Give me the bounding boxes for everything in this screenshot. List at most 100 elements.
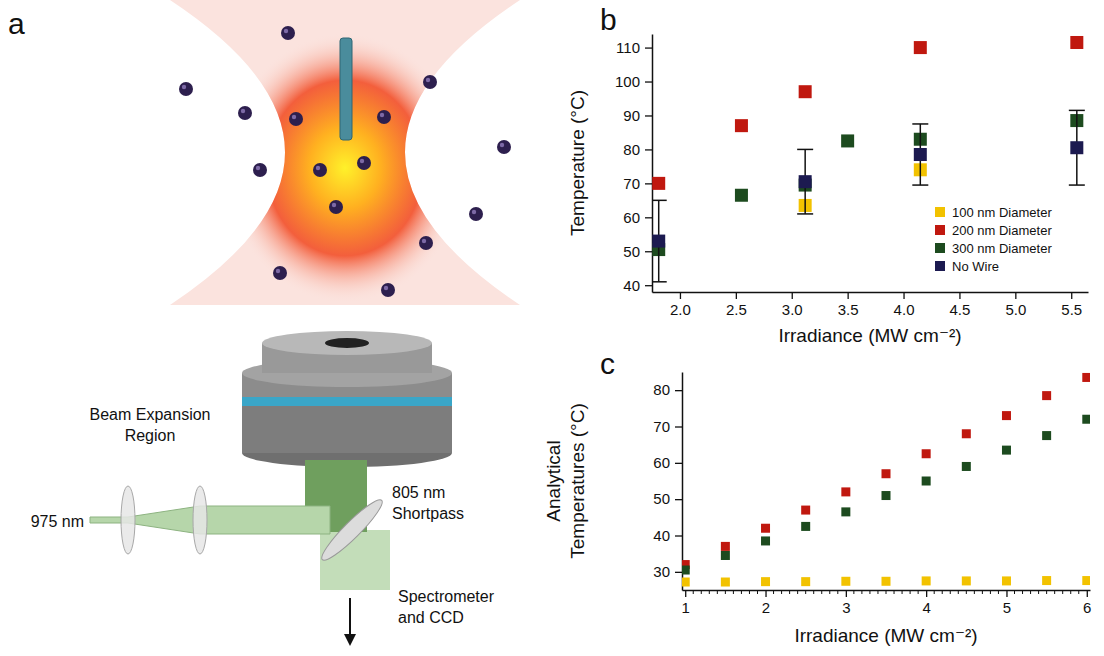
point bbox=[761, 577, 770, 586]
tick-label: 3.0 bbox=[782, 301, 803, 318]
particle bbox=[281, 26, 295, 40]
point bbox=[882, 469, 891, 478]
tick-mark bbox=[685, 590, 686, 597]
particle-highlight bbox=[292, 115, 296, 119]
point bbox=[652, 177, 665, 190]
tick: 80 bbox=[623, 141, 652, 158]
error-cap bbox=[1069, 184, 1085, 186]
tick-mark bbox=[847, 292, 848, 299]
tick-label: 5.5 bbox=[1061, 301, 1082, 318]
particle bbox=[469, 207, 483, 221]
particle bbox=[179, 82, 193, 96]
tick-label: 5 bbox=[1003, 599, 1011, 616]
series bbox=[799, 163, 927, 212]
particle-highlight bbox=[472, 210, 476, 214]
label: 975 nm bbox=[31, 513, 84, 530]
particle-highlight bbox=[276, 269, 280, 273]
legend-label: 300 nm Diameter bbox=[952, 241, 1052, 256]
tick-label: 60 bbox=[623, 209, 640, 226]
label: and CCD bbox=[398, 609, 464, 626]
point bbox=[841, 487, 850, 496]
point bbox=[922, 449, 931, 458]
series bbox=[652, 36, 1083, 190]
particle-highlight bbox=[316, 166, 320, 170]
point bbox=[801, 522, 810, 531]
tick-mark bbox=[1006, 590, 1007, 597]
particle-highlight bbox=[284, 29, 288, 33]
tick-mark bbox=[645, 217, 652, 218]
tick-label: 4.5 bbox=[950, 301, 971, 318]
point bbox=[914, 41, 927, 54]
legend-label: No Wire bbox=[952, 259, 999, 274]
point bbox=[735, 189, 748, 202]
panel-letter: b bbox=[600, 3, 617, 36]
tick-mark bbox=[645, 149, 652, 150]
particle-highlight bbox=[426, 78, 430, 82]
dichroic-mirror bbox=[317, 495, 388, 566]
error-cap bbox=[652, 281, 667, 283]
point bbox=[1002, 411, 1011, 420]
tick-mark bbox=[675, 390, 682, 391]
tick-label: 4.0 bbox=[894, 301, 915, 318]
panel-letter: a bbox=[8, 7, 25, 40]
tick-label: 50 bbox=[623, 243, 640, 260]
tick-mark bbox=[645, 47, 652, 48]
tick: 5.5 bbox=[1061, 292, 1082, 318]
label: Beam Expansion bbox=[90, 406, 211, 423]
tick-label: 2.5 bbox=[726, 301, 747, 318]
point bbox=[1070, 36, 1083, 49]
tick: 60 bbox=[623, 209, 652, 226]
point bbox=[1082, 373, 1090, 382]
tick-label: 2 bbox=[762, 599, 770, 616]
particle-highlight bbox=[241, 109, 245, 113]
tick-mark bbox=[645, 285, 652, 286]
tick-label: 100 bbox=[615, 73, 640, 90]
tick-mark bbox=[675, 572, 682, 573]
point bbox=[1042, 431, 1051, 440]
tick: 50 bbox=[653, 490, 682, 507]
tick: 3.0 bbox=[782, 292, 803, 318]
point bbox=[841, 507, 850, 516]
tick-label: 5.0 bbox=[1005, 301, 1026, 318]
figure: a975 nmBeam ExpansionRegion805 nmShortpa… bbox=[0, 0, 1104, 656]
tick: 70 bbox=[623, 175, 652, 192]
lens bbox=[193, 486, 207, 554]
legend-label: 200 nm Diameter bbox=[952, 223, 1052, 238]
point bbox=[914, 148, 927, 161]
x-axis: 2.02.53.03.54.04.55.05.5 bbox=[653, 292, 1089, 318]
axis-line bbox=[653, 292, 1089, 294]
point bbox=[1002, 446, 1011, 455]
tick-label: 80 bbox=[653, 381, 670, 398]
point bbox=[682, 566, 690, 575]
error-cap bbox=[1069, 110, 1085, 112]
panel-chart: 123456304050607080cIrradiance (MW cm⁻²)A… bbox=[543, 347, 1091, 646]
tick: 4.5 bbox=[950, 292, 971, 318]
objective-band bbox=[242, 397, 452, 406]
point bbox=[922, 576, 931, 585]
point bbox=[652, 235, 665, 248]
label: 805 nm bbox=[392, 484, 445, 501]
tick: 2 bbox=[762, 590, 770, 616]
tick-mark bbox=[926, 590, 927, 597]
particle bbox=[289, 112, 303, 126]
objective-top bbox=[262, 331, 432, 355]
point bbox=[962, 576, 971, 585]
particle-highlight bbox=[500, 143, 504, 147]
error-cap bbox=[912, 184, 928, 186]
series bbox=[682, 373, 1090, 569]
particle-highlight bbox=[182, 85, 186, 89]
tick: 50 bbox=[623, 243, 652, 260]
tick: 4.0 bbox=[894, 292, 915, 318]
tick-label: 90 bbox=[623, 107, 640, 124]
particle-highlight bbox=[360, 159, 364, 163]
tick-mark bbox=[675, 426, 682, 427]
tick-mark bbox=[736, 292, 737, 299]
tick: 6 bbox=[1083, 590, 1091, 616]
tick-label: 6 bbox=[1083, 599, 1091, 616]
tick-mark bbox=[846, 590, 847, 597]
tick-mark bbox=[903, 292, 904, 299]
tick-mark bbox=[792, 292, 793, 299]
heat-glow bbox=[225, 33, 465, 303]
error-bar bbox=[652, 200, 667, 281]
tick-label: 2.0 bbox=[670, 301, 691, 318]
